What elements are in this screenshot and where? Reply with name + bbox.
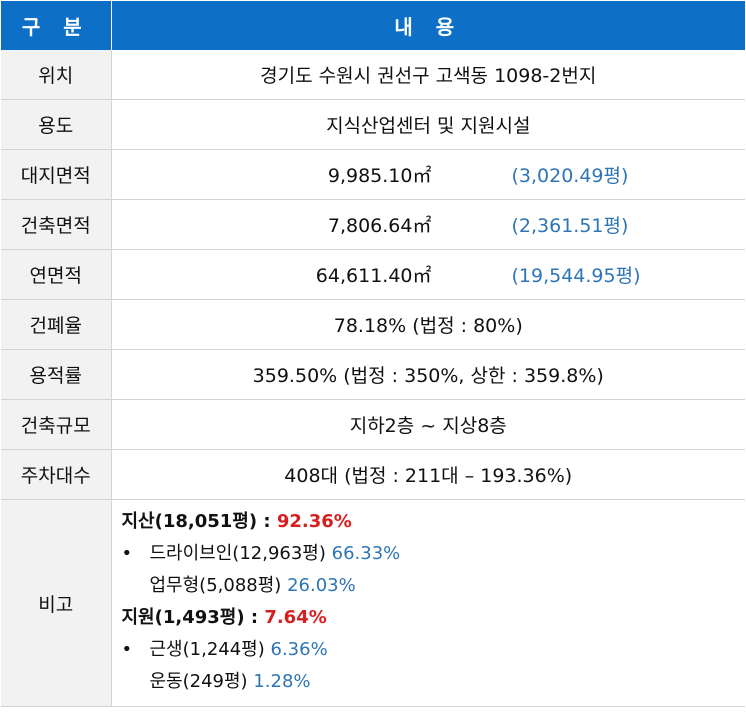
sports-line: 운동(249평) 1.28% <box>122 666 746 698</box>
row-label: 건폐율 <box>1 299 112 350</box>
table-row: 용적률 359.50% (법정 : 350%, 상한 : 359.8%) <box>1 349 745 400</box>
table-row: 연면적 64,611.40㎡ (19,544.95평) <box>1 249 745 300</box>
row-value: 64,611.40㎡ (19,544.95평) <box>111 249 745 300</box>
row-label: 건축규모 <box>1 399 112 450</box>
drive-in-percent: 66.33% <box>331 543 401 564</box>
area-sqm: 9,985.10㎡ <box>327 165 432 187</box>
notes-content: 지산(18,051평) : 92.36% • 드라이브인(12,963평) 66… <box>111 499 746 707</box>
office-text: 업무형(5,088평) <box>149 575 282 596</box>
jisan-percent: 92.36% <box>276 511 352 532</box>
neighborhood-line: • 근생(1,244평) 6.36% <box>122 634 746 666</box>
neighborhood-text: 근생(1,244평) <box>149 639 265 660</box>
table-header-row: 구 분 내 용 <box>1 1 745 50</box>
row-value: 경기도 수원시 권선구 고색동 1098-2번지 <box>111 50 745 100</box>
area-pyeong: (2,361.51평) <box>511 215 629 237</box>
row-label: 대지면적 <box>1 149 112 200</box>
area-sqm: 7,806.64㎡ <box>327 215 432 237</box>
row-value: 78.18% (법정 : 80%) <box>111 299 745 350</box>
drive-in-text: 드라이브인(12,963평) <box>149 543 326 564</box>
row-value: 지하2층 ~ 지상8층 <box>111 399 745 450</box>
bullet-mark: • <box>121 639 133 660</box>
office-line: 업무형(5,088평) 26.03% <box>122 570 746 602</box>
row-value: 지식산업센터 및 지원시설 <box>111 99 745 150</box>
row-label: 용도 <box>1 99 112 150</box>
jisan-title: 지산(18,051평) : <box>121 511 277 532</box>
sports-percent: 1.28% <box>253 671 311 692</box>
row-label: 용적률 <box>1 349 112 400</box>
table-row: 용도 지식산업센터 및 지원시설 <box>1 99 745 150</box>
table-row: 건축규모 지하2층 ~ 지상8층 <box>1 399 745 450</box>
row-label: 위치 <box>1 50 112 100</box>
area-pyeong: (3,020.49평) <box>511 165 629 187</box>
drive-in-line: • 드라이브인(12,963평) 66.33% <box>122 538 746 570</box>
row-value: 7,806.64㎡ (2,361.51평) <box>111 199 745 250</box>
table-row: 주차대수 408대 (법정 : 211대 – 193.36%) <box>1 449 745 500</box>
jiwon-line: 지원(1,493평) : 7.64% <box>122 602 746 634</box>
row-value: 9,985.10㎡ (3,020.49평) <box>111 149 745 200</box>
area-pyeong: (19,544.95평) <box>511 265 641 287</box>
row-label: 연면적 <box>1 249 112 300</box>
neighborhood-percent: 6.36% <box>270 639 328 660</box>
office-percent: 26.03% <box>287 575 356 596</box>
notes-row: 비고 지산(18,051평) : 92.36% • 드라이브인(12,963평)… <box>1 499 746 707</box>
row-label: 건축면적 <box>1 199 112 250</box>
sports-text: 운동(249평) <box>149 671 248 692</box>
jisan-line: 지산(18,051평) : 92.36% <box>122 506 746 538</box>
bullet-mark: • <box>121 543 133 564</box>
table-row: 위치 경기도 수원시 권선구 고색동 1098-2번지 <box>1 50 745 100</box>
row-value: 359.50% (법정 : 350%, 상한 : 359.8%) <box>111 349 745 400</box>
table-row: 건축면적 7,806.64㎡ (2,361.51평) <box>1 199 745 250</box>
table-row: 대지면적 9,985.10㎡ (3,020.49평) <box>1 149 745 200</box>
header-content: 내 용 <box>111 1 745 50</box>
row-value: 408대 (법정 : 211대 – 193.36%) <box>111 449 745 500</box>
notes-label: 비고 <box>1 499 112 707</box>
area-sqm: 64,611.40㎡ <box>315 265 432 287</box>
jiwon-percent: 7.64% <box>264 607 327 628</box>
table-row: 건폐율 78.18% (법정 : 80%) <box>1 299 745 350</box>
header-category: 구 분 <box>1 1 112 50</box>
jiwon-title: 지원(1,493평) : <box>121 607 265 628</box>
row-label: 주차대수 <box>1 449 112 500</box>
